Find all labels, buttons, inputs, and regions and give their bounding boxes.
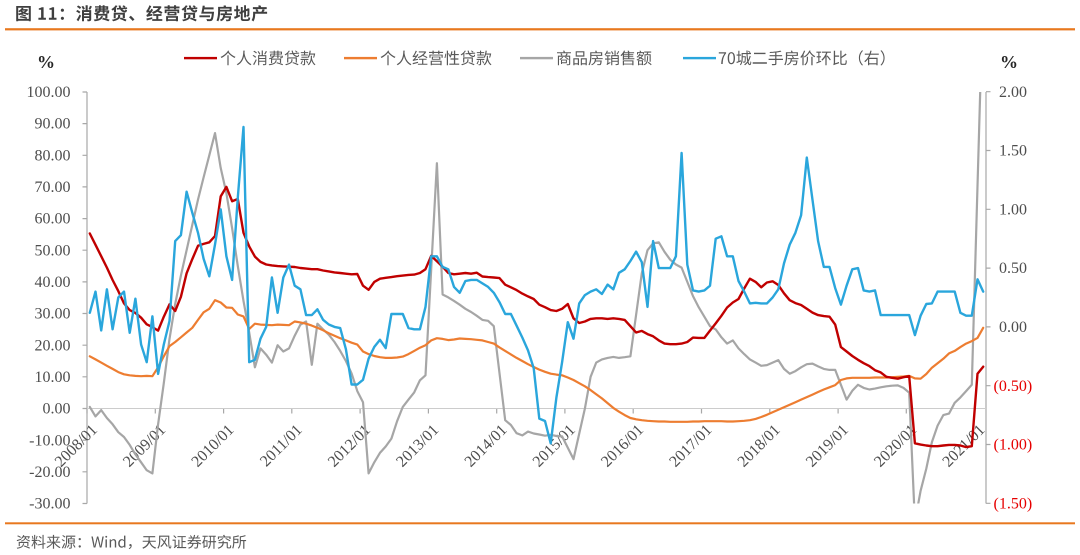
svg-text:1.00: 1.00	[999, 201, 1027, 218]
svg-text:0.00: 0.00	[999, 319, 1027, 336]
svg-text:0.00: 0.00	[43, 401, 71, 418]
svg-text:40.00: 40.00	[35, 274, 71, 291]
svg-text:0.50: 0.50	[999, 260, 1027, 277]
svg-text:1.50: 1.50	[999, 143, 1027, 160]
svg-text:%: %	[37, 52, 55, 72]
svg-text:50.00: 50.00	[35, 242, 71, 259]
svg-text:-10.00: -10.00	[29, 432, 70, 449]
svg-text:80.00: 80.00	[35, 147, 71, 164]
svg-text:70.00: 70.00	[35, 179, 71, 196]
svg-text:(1.50): (1.50)	[994, 495, 1033, 512]
svg-text:2.00: 2.00	[999, 84, 1027, 101]
svg-text:90.00: 90.00	[35, 116, 71, 133]
svg-text:(1.00): (1.00)	[994, 437, 1033, 454]
svg-text:(0.50): (0.50)	[994, 378, 1033, 395]
svg-text:60.00: 60.00	[35, 211, 71, 228]
svg-text:100.00: 100.00	[27, 84, 71, 101]
svg-text:%: %	[1000, 52, 1018, 72]
svg-text:-30.00: -30.00	[29, 496, 70, 513]
svg-text:30.00: 30.00	[35, 306, 71, 323]
svg-text:-20.00: -20.00	[29, 464, 70, 481]
svg-text:10.00: 10.00	[35, 369, 71, 386]
svg-text:20.00: 20.00	[35, 337, 71, 354]
